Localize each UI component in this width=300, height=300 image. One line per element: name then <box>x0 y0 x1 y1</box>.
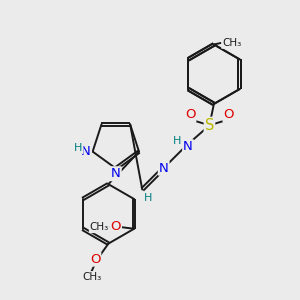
Text: H: H <box>74 143 82 153</box>
Text: N: N <box>111 167 121 180</box>
Text: CH₃: CH₃ <box>222 38 242 48</box>
Text: O: O <box>90 253 100 266</box>
Text: H: H <box>143 193 152 203</box>
Text: N: N <box>183 140 193 153</box>
Text: O: O <box>185 108 195 122</box>
Text: S: S <box>205 118 214 133</box>
Text: N: N <box>81 145 91 158</box>
Text: N: N <box>159 162 169 175</box>
Text: CH₃: CH₃ <box>90 222 109 232</box>
Text: CH₃: CH₃ <box>82 272 102 282</box>
Text: O: O <box>224 108 234 122</box>
Text: H: H <box>173 136 181 146</box>
Text: O: O <box>110 220 121 233</box>
